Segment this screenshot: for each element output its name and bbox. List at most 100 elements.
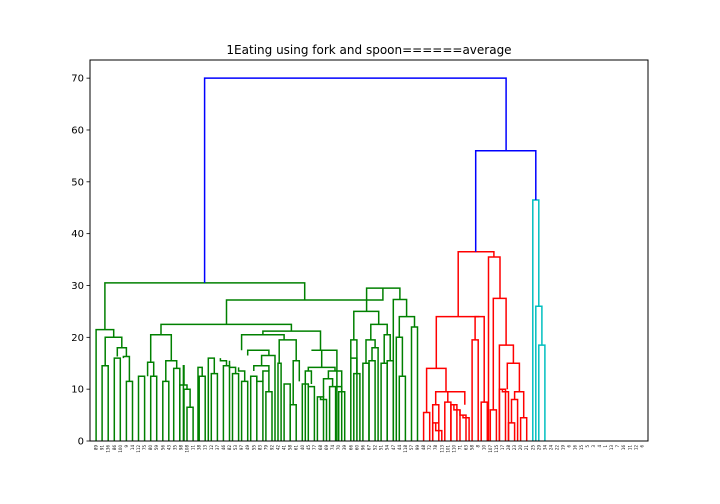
leaf-label: 17 [500, 445, 505, 451]
x-axis-leaf-labels: 89 91 136 86 100 9 14 112 75 80 59 56 43 35 98 108 11 38 1… [94, 445, 645, 453]
leaf-label: 20 [518, 445, 523, 451]
leaf-label: 69 [324, 445, 329, 451]
leaf-label: 12 [633, 445, 638, 451]
leaf-label: 16 [573, 445, 578, 451]
leaf-label: 13 [203, 445, 208, 451]
dendrogram-links [95, 77, 546, 441]
leaf-label: 54 [385, 445, 390, 451]
leaf-label: 53 [233, 445, 238, 451]
leaf-label: 101 [445, 445, 450, 453]
leaf-label: 10 [482, 445, 487, 451]
y-tick-label: 70 [71, 74, 84, 85]
dendrogram-link-94 [501, 389, 510, 441]
dendrogram-link-21 [207, 357, 216, 441]
dendrogram-link-31 [262, 370, 270, 392]
leaf-label: 23 [512, 445, 517, 451]
leaf-label: 16 [621, 445, 626, 451]
y-axis: 0 10 20 30 40 50 60 70 [71, 74, 90, 448]
leaf-label: 28 [506, 445, 511, 451]
leaf-label: 8 [476, 445, 481, 448]
leaf-label: 82 [227, 445, 232, 451]
leaf-label: 68 [318, 445, 323, 451]
leaf-label: 112 [136, 445, 141, 453]
leaf-label: 1 [603, 445, 608, 448]
y-tick-label: 50 [71, 177, 84, 188]
leaf-label: 79 [263, 445, 268, 451]
leaf-label: 7 [615, 445, 620, 448]
dendrogram-link-39 [278, 339, 297, 364]
dendrogram-link-25 [228, 360, 237, 374]
y-tick-label: 20 [71, 333, 84, 344]
dendrogram-link-34 [246, 349, 270, 356]
leaf-label: 13 [609, 445, 614, 451]
leaf-label: 24 [549, 445, 554, 451]
leaf-label: 3 [591, 445, 596, 448]
leaf-label: 45 [306, 445, 311, 451]
y-tick-label: 30 [71, 281, 84, 292]
leaf-label: 34 [542, 445, 547, 451]
leaf-label: 21 [524, 445, 529, 451]
dendrogram-link-7 [137, 375, 146, 441]
leaf-label: 40 [300, 445, 305, 451]
leaf-label: 22 [555, 445, 560, 451]
chart-title: 1Eating using fork and spoon======averag… [226, 43, 511, 57]
leaf-label: 66 [348, 445, 353, 451]
leaf-label: 37 [215, 445, 220, 451]
dendrogram-link-108 [203, 77, 507, 283]
dendrogram-link-28 [249, 375, 258, 441]
leaf-label: 19 [561, 445, 566, 451]
dendrogram-link-19 [197, 366, 203, 441]
leaf-label: 74 [330, 445, 335, 451]
leaf-label: 11 [627, 445, 632, 451]
leaf-label: 77 [312, 445, 317, 451]
leaf-label: 11 [191, 445, 196, 451]
leaf-label: 72 [427, 445, 432, 451]
leaf-label: 59 [154, 445, 159, 451]
leaf-label: 35 [172, 445, 177, 451]
leaf-label: 96 [360, 445, 365, 451]
leaf-label: 107 [488, 445, 493, 453]
dendrogram-link-42 [307, 384, 316, 441]
leaf-label: 99 [415, 445, 420, 451]
leaf-label: 9 [124, 445, 129, 448]
leaf-label: 41 [282, 445, 287, 451]
leaf-label: 56 [160, 445, 165, 451]
leaf-label: 58 [470, 445, 475, 451]
leaf-label: 48 [421, 445, 426, 451]
leaf-label: 78 [433, 445, 438, 451]
leaf-label: 44 [397, 445, 402, 451]
dendrogram-link-45 [319, 396, 328, 441]
leaf-label: 60 [354, 445, 359, 451]
leaf-label: 113 [439, 445, 444, 453]
dendrogram-link-82 [453, 404, 461, 441]
leaf-label: 6 [567, 445, 572, 448]
leaf-label: 118 [403, 445, 408, 453]
dendrogram-link-56 [350, 357, 358, 441]
leaf-label: 61 [294, 445, 299, 451]
plot-frame [89, 59, 649, 442]
leaf-label: 97 [239, 445, 244, 451]
leaf-label: 49 [245, 445, 250, 451]
dendrogram-link-27 [237, 367, 246, 382]
dendrogram-link-91 [435, 315, 480, 369]
leaf-label: 15 [579, 445, 584, 451]
leaf-label: 92 [270, 445, 275, 451]
leaf-label: 46 [221, 445, 226, 451]
dendrogram-link-29 [256, 376, 264, 441]
dendrogram-link-1 [113, 357, 122, 441]
leaf-label: 75 [142, 445, 147, 451]
leaf-label: 108 [185, 445, 190, 453]
leaf-label: 38 [197, 445, 202, 451]
leaf-label: 110 [451, 445, 456, 453]
leaf-label: 89 [94, 445, 99, 451]
y-tick-label: 60 [71, 125, 84, 136]
leaf-label: 5 [585, 445, 590, 448]
leaf-label: 58 [288, 445, 293, 451]
leaf-label: 29 [536, 445, 541, 451]
leaf-label: 14 [130, 445, 135, 451]
dendrogram-link-84 [462, 415, 470, 441]
leaf-label: 71 [458, 445, 463, 451]
dendrogram-link-23 [219, 358, 228, 366]
leaf-label: 42 [276, 445, 281, 451]
leaf-label: 47 [391, 445, 396, 451]
